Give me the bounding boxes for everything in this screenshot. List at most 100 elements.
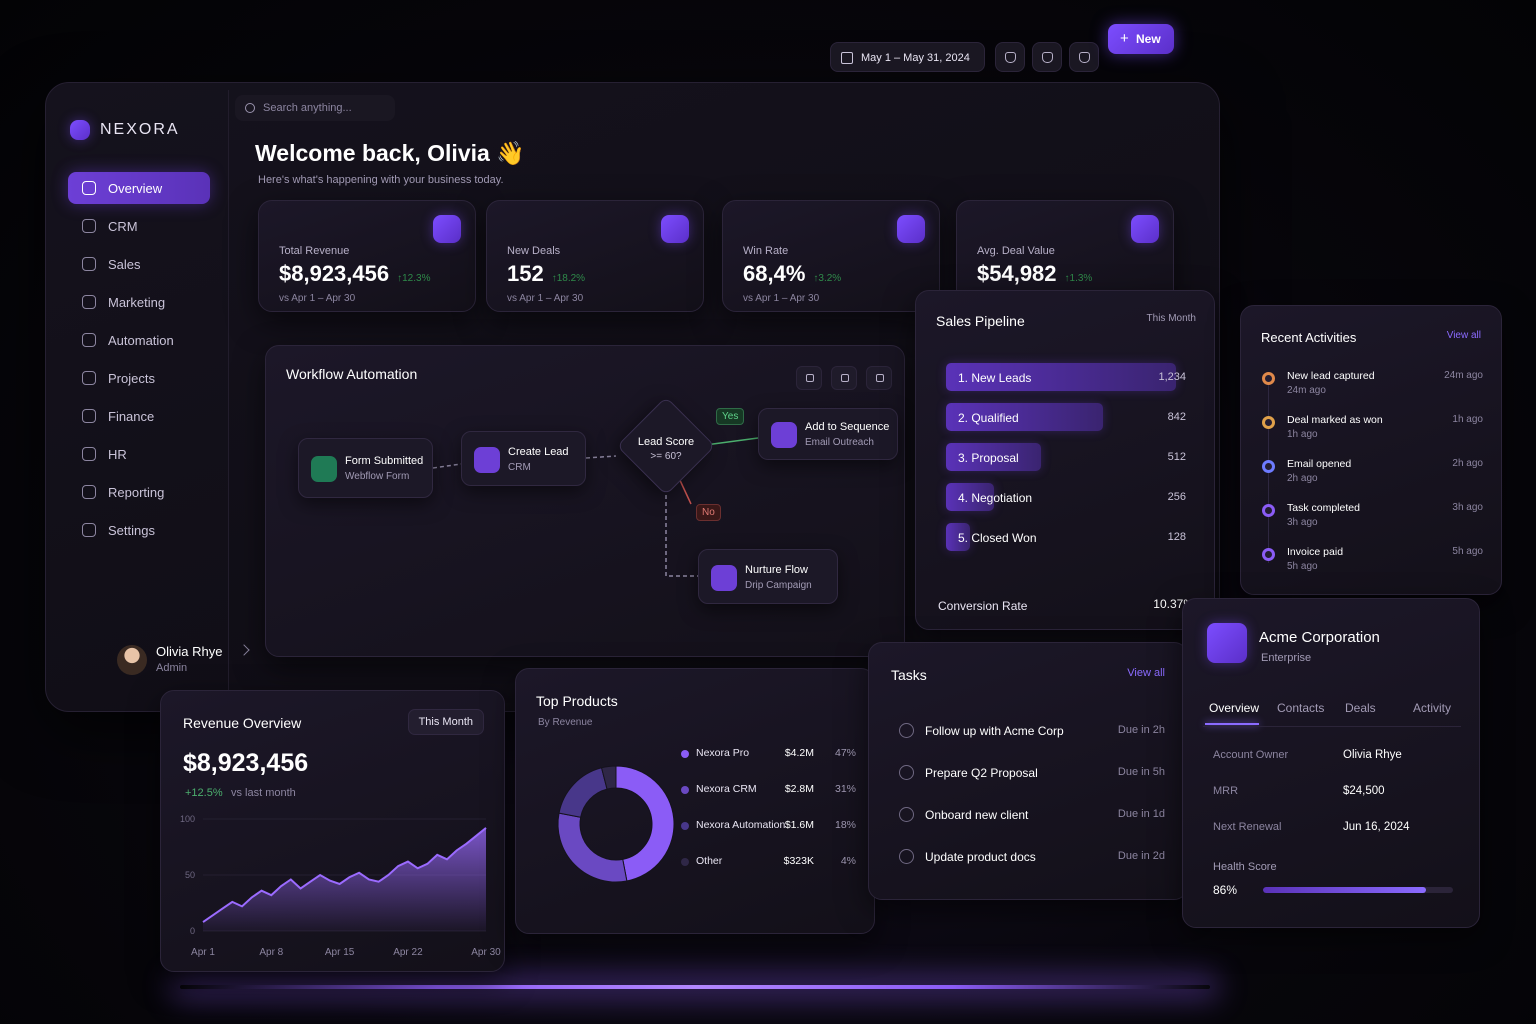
node-icon [311, 456, 337, 482]
account-tab[interactable]: Overview [1209, 701, 1260, 715]
control-glyph [806, 374, 814, 382]
workflow-node[interactable]: Nurture Flow Drip Campaign [698, 549, 838, 604]
timeline-dot [1262, 460, 1275, 473]
activity-time-sub: 2h ago [1287, 473, 1318, 484]
icon-button[interactable] [1032, 42, 1062, 72]
task-checkbox[interactable] [899, 723, 914, 738]
donut-slice [615, 765, 675, 882]
revenue-filter[interactable]: This Month [407, 709, 484, 735]
workflow-node[interactable]: Form Submitted Webflow Form [298, 438, 433, 498]
kpi-value: $54,982 [977, 261, 1057, 286]
nav-item[interactable]: Sales [68, 248, 210, 280]
activity-time-sub: 5h ago [1287, 561, 1318, 572]
line [202, 827, 487, 923]
activity-text: New lead captured [1287, 370, 1375, 382]
kpi-change: ↑1.3% [1064, 273, 1093, 284]
donut-chart [557, 765, 675, 883]
activity-time: 3h ago [1452, 502, 1483, 513]
decision-subtitle: >= 60? [650, 451, 682, 462]
node-subtitle: Webflow Form [345, 471, 410, 482]
nav-label: Reporting [108, 485, 165, 500]
nav-item[interactable]: Reporting [68, 476, 210, 508]
workflow-node[interactable]: Create Lead CRM [461, 431, 586, 486]
account-card: Acme Corporation Enterprise Overview Contac… [1182, 598, 1480, 928]
stage-value: 842 [1167, 411, 1186, 423]
icon [1131, 215, 1159, 243]
nav-item[interactable]: HR [68, 438, 210, 470]
account-tab[interactable]: Activity [1413, 701, 1452, 715]
product-share: 31% [834, 783, 856, 795]
user-name: Olivia Rhye [156, 644, 223, 659]
kpi-change: ↑3.2% [813, 273, 842, 284]
kpi-value-row: 152 ↑18.2% [507, 261, 585, 287]
workflow-control[interactable] [866, 366, 892, 390]
welcome-subtitle: Here's what's happening with your busine… [258, 174, 504, 186]
icon-button[interactable] [995, 42, 1025, 72]
nav-item[interactable]: Automation [68, 324, 210, 356]
kpi-change: ↑18.2% [551, 273, 586, 284]
workflow-control[interactable] [831, 366, 857, 390]
pipeline-filter[interactable]: This Month [1146, 313, 1196, 324]
nav-icon [82, 523, 96, 537]
field-label: MRR [1213, 785, 1239, 797]
nav-item[interactable]: Overview [68, 172, 210, 204]
legend-dot [681, 786, 689, 794]
icon-glyph [1005, 52, 1016, 63]
workflow-title: Workflow Automation [286, 366, 418, 382]
account-tab[interactable]: Deals [1345, 701, 1376, 715]
node-title: Create Lead [508, 445, 569, 458]
tasks-view-all[interactable]: View all [1127, 667, 1165, 679]
decision-title: Lead Score [637, 436, 695, 448]
date-picker[interactable]: May 1 – May 31, 2024 [830, 42, 985, 72]
icon [70, 120, 90, 140]
account-name: Acme Corporation [1259, 629, 1380, 646]
nav-icon [82, 447, 96, 461]
tasks-card: Tasks View all Follow up with Acme Corp Due… [868, 642, 1188, 900]
nav-item[interactable]: Settings [68, 514, 210, 546]
products-title: Top Products [536, 693, 618, 709]
task-due: Due in 2h [1117, 724, 1165, 736]
product-share: 47% [834, 747, 856, 759]
search-box[interactable]: Search anything... [235, 95, 395, 121]
task-due: Due in 5h [1117, 766, 1165, 778]
activities-view-all[interactable]: View all [1446, 330, 1481, 341]
no-label: No [696, 504, 721, 521]
task-checkbox[interactable] [899, 765, 914, 780]
donut-slice [557, 812, 628, 883]
nav-item[interactable]: Marketing [68, 286, 210, 318]
welcome-title: Welcome back, Olivia 👋 [255, 140, 525, 166]
donut-slice [558, 767, 608, 818]
stage-label: 2. Qualified [958, 411, 1019, 425]
y-tick-label: 100 [180, 814, 195, 824]
new-button[interactable]: + New [1108, 24, 1174, 54]
product-amount: $323K [783, 855, 814, 867]
stage-value: 512 [1167, 451, 1186, 463]
kpi-note: vs Apr 1 – Apr 30 [743, 293, 820, 304]
icon-button[interactable] [1069, 42, 1099, 72]
icon-glyph [1079, 52, 1090, 63]
nav-item[interactable]: Projects [68, 362, 210, 394]
nav-label: Automation [108, 333, 174, 348]
workflow-control[interactable] [796, 366, 822, 390]
revenue-chart: 0 50 100 Apr 1 Apr 8 Apr 15 Apr 22 Apr 30 [180, 814, 501, 958]
nav-icon [82, 257, 96, 271]
task-checkbox[interactable] [899, 849, 914, 864]
account-tier: Enterprise [1261, 652, 1312, 664]
donut-slice [600, 765, 617, 790]
workflow-node[interactable]: Add to Sequence Email Outreach [758, 408, 898, 460]
pipeline-title: Sales Pipeline [936, 313, 1025, 329]
brand: NEXORA [100, 121, 180, 138]
x-tick-label: Apr 30 [471, 947, 501, 958]
task-checkbox[interactable] [899, 807, 914, 822]
account-tab[interactable]: Contacts [1277, 701, 1325, 715]
revenue-card: Revenue Overview This Month $8,923,456 +12.… [160, 690, 505, 972]
x-tick-label: Apr 22 [393, 947, 423, 958]
kpi-value: 68,4% [743, 261, 806, 286]
kpi-card: Win Rate 68,4% ↑3.2% vs Apr 1 – Apr 30 [722, 200, 940, 312]
pipeline-card: Sales Pipeline This Month 1. New Leads 1,23… [915, 290, 1215, 630]
nav-item[interactable]: CRM [68, 210, 210, 242]
legend-name: Nexora CRM [696, 783, 757, 795]
nav-item[interactable]: Finance [68, 400, 210, 432]
control-glyph [841, 374, 849, 382]
